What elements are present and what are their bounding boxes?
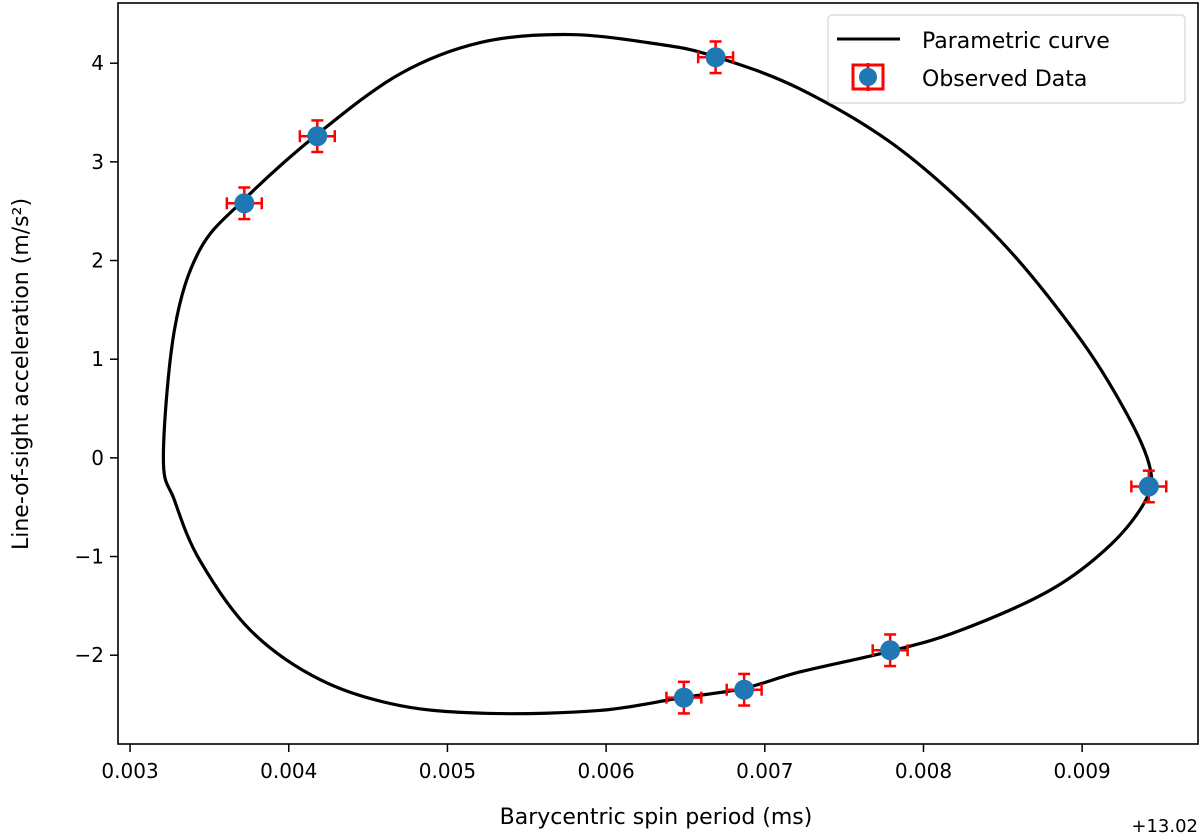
data-marker [234, 193, 255, 214]
x-tick-label: 0.009 [1054, 759, 1111, 783]
x-tick-label: 0.003 [101, 759, 158, 783]
y-tick-label: 3 [91, 150, 104, 174]
data-marker [307, 126, 328, 147]
x-tick-label: 0.004 [260, 759, 317, 783]
y-axis-label: Line-of-sight acceleration (m/s²) [9, 198, 34, 550]
x-tick-label: 0.007 [736, 759, 793, 783]
x-tick-label: 0.005 [419, 759, 476, 783]
x-axis-label: Barycentric spin period (ms) [500, 805, 813, 830]
data-marker [734, 679, 755, 700]
y-tick-label: 1 [91, 347, 104, 371]
observed-data-point [225, 186, 264, 221]
legend-label-curve: Parametric curve [922, 29, 1110, 54]
legend-box [827, 14, 1186, 104]
legend: Parametric curve Observed Data [827, 14, 1186, 104]
y-tick-label: −2 [75, 643, 104, 667]
observed-data-point [1130, 469, 1168, 504]
observed-data-point [665, 680, 703, 715]
y-tick-label: 0 [91, 446, 104, 470]
data-marker [673, 687, 694, 708]
y-tick-label: 4 [91, 51, 104, 75]
parametric-curve-line [161, 32, 1154, 716]
observed-data-point [871, 633, 909, 668]
data-marker [880, 640, 901, 661]
legend-marker-swatch [851, 63, 885, 91]
data-marker [705, 47, 726, 68]
data-marker [1138, 476, 1159, 497]
x-tick-label: 0.008 [895, 759, 952, 783]
x-tick-label: 0.006 [577, 759, 634, 783]
plot-frame [117, 2, 1199, 745]
y-tick-label: 2 [91, 249, 104, 273]
x-offset-label: +13.02 [1131, 816, 1198, 834]
observed-data-point [725, 672, 763, 707]
observed-data-point [298, 119, 337, 154]
observed-data-point [696, 40, 735, 75]
y-tick-label: −1 [75, 545, 104, 569]
legend-label-data: Observed Data [922, 67, 1087, 92]
